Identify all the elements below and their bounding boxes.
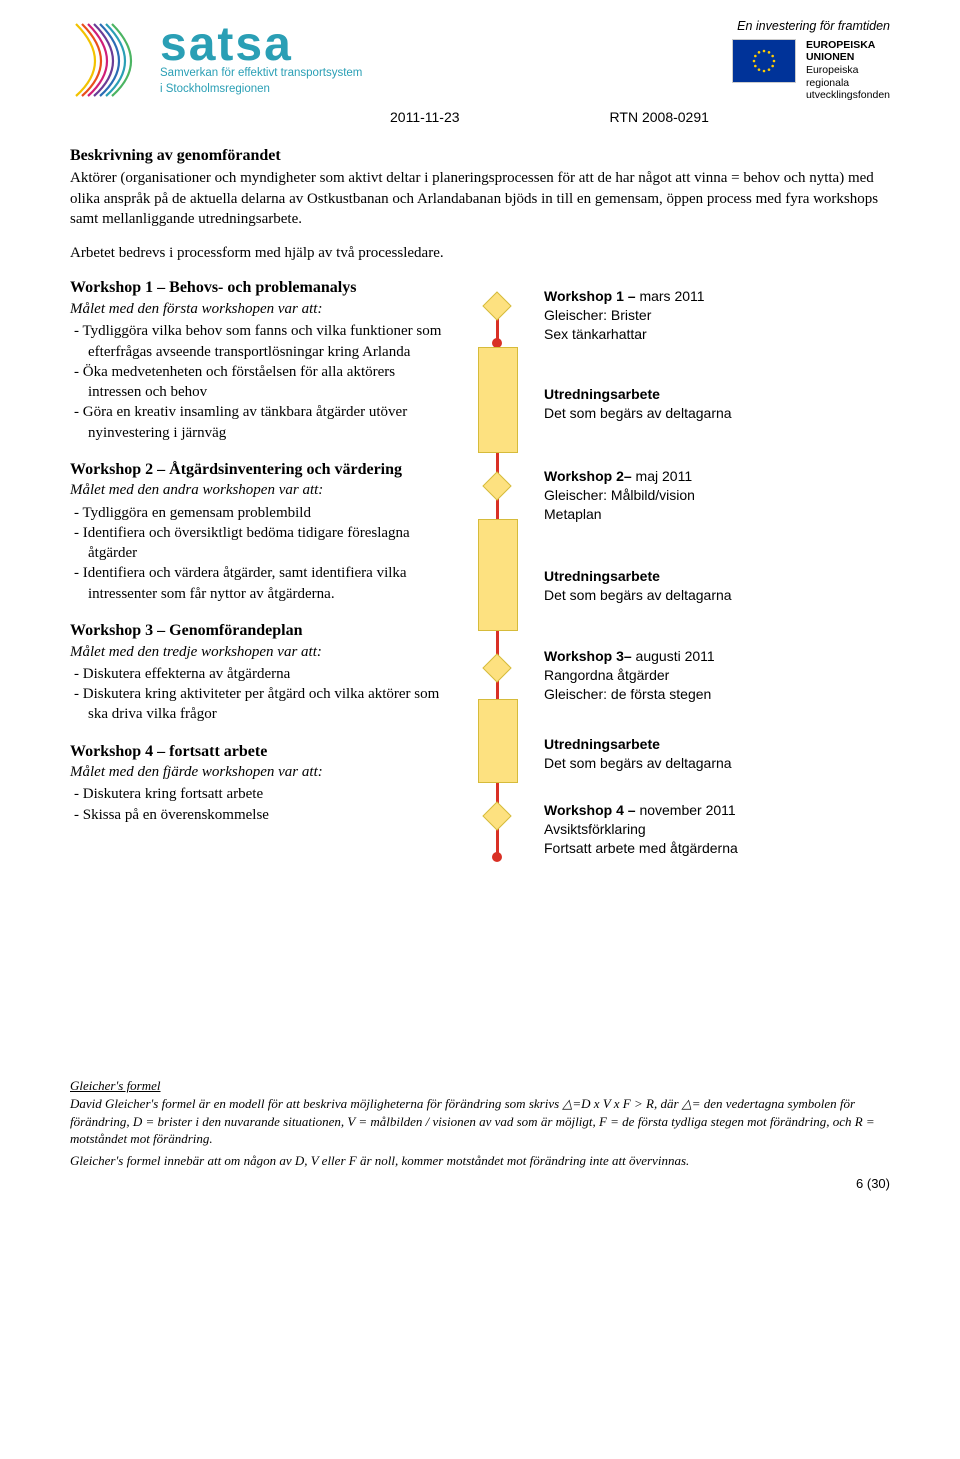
brand-name: satsa <box>160 23 362 66</box>
eu-line5: utvecklingsfonden <box>806 89 890 102</box>
timeline-diamond <box>482 471 512 507</box>
list-item: Diskutera effekterna av åtgärderna <box>88 664 450 684</box>
timeline-label: Workshop 2– maj 2011Gleischer: Målbild/v… <box>544 467 890 524</box>
footnote-p2: Gleicher's formel innebär att om någon a… <box>70 1152 890 1170</box>
workshop-list: Tydliggöra en gemensam problembildIdenti… <box>70 503 450 604</box>
doc-ref: RTN 2008-0291 <box>610 108 709 127</box>
timeline-graphic <box>462 277 532 877</box>
list-item: Identifiera och översiktligt bedöma tidi… <box>88 523 450 564</box>
timeline-label: UtredningsarbeteDet som begärs av deltag… <box>544 735 890 773</box>
timeline-label: UtredningsarbeteDet som begärs av deltag… <box>544 385 890 423</box>
workshop-title: Workshop 1 – Behovs- och problemanalys <box>70 277 450 299</box>
timeline-rect <box>478 699 518 783</box>
footnote-p1: David Gleicher's formel är en modell för… <box>70 1095 890 1148</box>
timeline-label: Workshop 3– augusti 2011Rangordna åtgärd… <box>544 647 890 704</box>
page-header: satsa Samverkan för effektivt transports… <box>70 18 890 102</box>
list-item: Öka medvetenheten och förståelsen för al… <box>88 362 450 403</box>
main-heading: Beskrivning av genomförandet <box>70 145 890 167</box>
timeline-diamond <box>482 801 512 837</box>
eu-line3: Europeiska <box>806 64 890 77</box>
workshop-subtitle: Målet med den tredje workshopen var att: <box>70 642 450 662</box>
workshop-title: Workshop 2 – Åtgärdsinventering och värd… <box>70 459 450 481</box>
list-item: Diskutera kring aktiviteter per åtgärd o… <box>88 684 450 725</box>
eu-tagline: En investering för framtiden <box>732 18 890 35</box>
timeline-dot <box>491 849 503 869</box>
meta-row: 2011-11-23 RTN 2008-0291 <box>390 108 890 127</box>
timeline-diamond <box>482 653 512 689</box>
list-item: Skissa på en överenskommelse <box>88 805 450 825</box>
workshop-subtitle: Målet med den första workshopen var att: <box>70 299 450 319</box>
list-item: Tydliggöra en gemensam problembild <box>88 503 450 523</box>
list-item: Diskutera kring fortsatt arbete <box>88 784 450 804</box>
timeline-rect <box>478 347 518 453</box>
eu-box: En investering för framtiden EUROPEISKA … <box>732 18 890 102</box>
footnote-title: Gleicher's formel <box>70 1077 890 1095</box>
eu-line2: UNIONEN <box>806 51 890 64</box>
doc-date: 2011-11-23 <box>390 108 460 127</box>
eu-line1: EUROPEISKA <box>806 39 890 52</box>
list-item: Göra en kreativ insamling av tänkbara åt… <box>88 402 450 443</box>
workshop-subtitle: Målet med den fjärde workshopen var att: <box>70 762 450 782</box>
eu-line4: regionala <box>806 77 890 90</box>
timeline-label: Workshop 4 – november 2011Avsiktsförklar… <box>544 801 890 858</box>
intro-p2: Arbetet bedrevs i processform med hjälp … <box>70 243 890 263</box>
intro-p1: Aktörer (organisationer och myndigheter … <box>70 168 890 229</box>
timeline-label: Workshop 1 – mars 2011Gleischer: Brister… <box>544 287 890 344</box>
page-number: 6 (30) <box>70 1175 890 1193</box>
brand-tag2: i Stockholmsregionen <box>160 82 362 98</box>
workshop-title: Workshop 3 – Genomförandeplan <box>70 620 450 642</box>
timeline-diamond <box>482 291 512 327</box>
workshop-list: Diskutera kring fortsatt arbeteSkissa på… <box>70 784 450 825</box>
footnote: Gleicher's formel David Gleicher's forme… <box>70 1077 890 1169</box>
list-item: Identifiera och värdera åtgärder, samt i… <box>88 563 450 604</box>
eu-flag-icon <box>732 39 796 83</box>
workshop-list: Diskutera effekterna av åtgärdernaDiskut… <box>70 664 450 725</box>
workshop-title: Workshop 4 – fortsatt arbete <box>70 741 450 763</box>
brand-logo: satsa Samverkan för effektivt transports… <box>70 18 362 102</box>
list-item: Tydliggöra vilka behov som fanns och vil… <box>88 321 450 362</box>
logo-icon <box>70 18 160 102</box>
timeline-labels: Workshop 1 – mars 2011Gleischer: Brister… <box>544 277 890 877</box>
workshops-column: Workshop 1 – Behovs- och problemanalysMå… <box>70 277 450 877</box>
timeline-rect <box>478 519 518 631</box>
timeline-label: UtredningsarbeteDet som begärs av deltag… <box>544 567 890 605</box>
brand-tag1: Samverkan för effektivt transportsystem <box>160 66 362 82</box>
workshop-list: Tydliggöra vilka behov som fanns och vil… <box>70 321 450 443</box>
workshop-subtitle: Målet med den andra workshopen var att: <box>70 480 450 500</box>
